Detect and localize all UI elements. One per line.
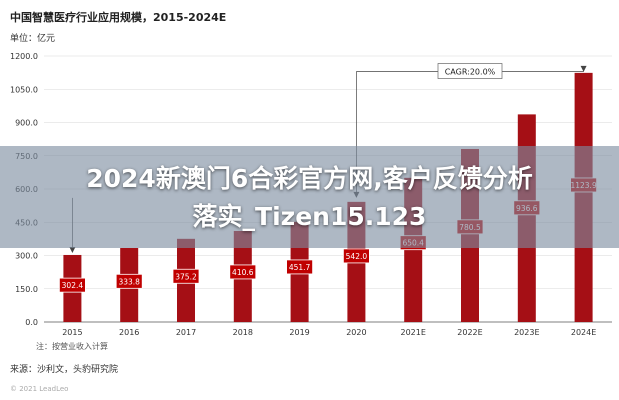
cagr-label: CAGR:20.0% [445,68,496,77]
x-tick-label: 2017 [176,328,196,337]
cagr-label-box [437,63,503,79]
data-label-box [115,273,143,289]
watermark: © 2021 LeadLeo [10,385,68,393]
data-label: 333.8 [118,277,140,286]
x-tick-label: 2024E [571,328,596,337]
y-tick-label: 300.0 [15,252,38,261]
start-arrow-head [69,246,76,253]
y-tick-label: 900.0 [15,119,38,128]
y-tick-label: 1050.0 [10,85,38,94]
x-tick-label: 2018 [233,328,253,337]
x-tick-label: 2019 [289,328,309,337]
data-label-box [172,268,200,284]
x-tick-label: 2020 [346,328,366,337]
chart-title: 中国智慧医疗行业应用规模，2015-2024E [10,10,226,24]
data-label: 410.6 [232,268,254,277]
overlay-line-1: 2024新澳门6合彩官方网,客户反馈分析 [86,164,533,193]
data-label-box [286,259,314,275]
data-label: 302.4 [62,281,84,290]
cagr-arrow-right [580,65,587,72]
data-label-box [342,248,370,264]
y-tick-label: 1200.0 [10,52,38,61]
data-label: 542.0 [346,252,368,261]
overlay-headline: 2024新澳门6合彩官方网,客户反馈分析 落实_Tizen15.123 [0,160,619,236]
x-tick-label: 2022E [457,328,482,337]
y-tick-label: 150.0 [15,285,38,294]
footnote: 注：按营业收入计算 [36,341,108,351]
data-label: 451.7 [289,263,311,272]
x-tick-label: 2021E [400,328,425,337]
x-tick-label: 2023E [514,328,539,337]
x-tick-label: 2016 [119,328,139,337]
unit-label: 单位：亿元 [10,32,55,44]
data-label-box [59,277,86,293]
data-label: 375.2 [175,272,197,281]
source-note: 来源：沙利文，头豹研究院 [10,363,118,375]
x-tick-label: 2015 [62,328,82,337]
data-label-box [229,264,257,280]
overlay-line-2: 落实_Tizen15.123 [192,202,427,231]
y-tick-label: 0.0 [25,318,38,327]
overlay-banner [0,146,619,248]
